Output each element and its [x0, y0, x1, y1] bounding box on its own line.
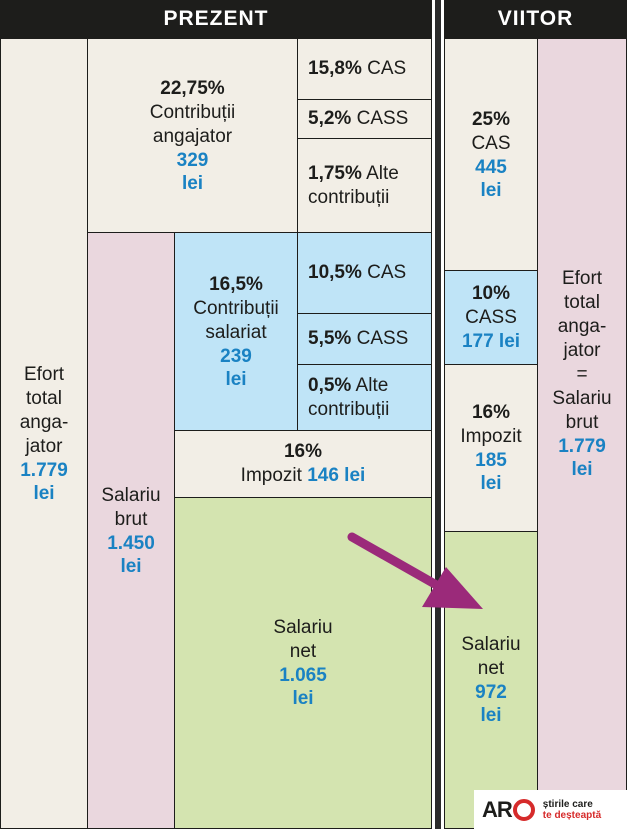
present-tax-value: 146 lei [307, 465, 366, 486]
future-cass-label: CASS [465, 307, 517, 328]
gross-salary-unit: lei [120, 555, 142, 577]
employee-other-percent: 0,5% [308, 374, 352, 396]
future-effort-line: = [576, 363, 588, 385]
header-present: PREZENT [0, 0, 432, 38]
gross-salary-label: brut [114, 508, 148, 530]
present-effort-value: 1.779 [20, 459, 68, 481]
present-net-salary: Salariu net 1.065 lei [174, 497, 432, 829]
employee-contrib-value: 239 [220, 345, 252, 367]
employer-contributions: 22,75% Contribuții angajator 329 lei [87, 38, 298, 233]
employee-cass-label: CASS [356, 328, 409, 349]
future-effort-line: jator [563, 339, 601, 361]
future-effort-line: Salariu [552, 387, 612, 409]
future-tax: 16% Impozit 185 lei [444, 364, 538, 532]
brand-tagline: știrile care [542, 798, 593, 810]
gross-salary: Salariu brut 1.450 lei [87, 232, 175, 829]
employee-other-label: Alte [355, 374, 389, 396]
present-effort-line: Efort [23, 363, 65, 385]
present-net-label: net [289, 641, 317, 662]
brand-logo: AR știrile care te deșteaptă [474, 790, 627, 829]
future-effort-line: Efort [561, 267, 603, 289]
future-net-label: Salariu [461, 634, 521, 655]
future-net-unit: lei [480, 705, 502, 726]
future-cas-percent: 25% [471, 108, 511, 130]
future-effort-line: brut [565, 411, 599, 433]
employer-cas-percent: 15,8% [308, 58, 362, 79]
employer-item-cas: 15,8% CAS [297, 38, 432, 100]
employee-contrib-unit: lei [225, 368, 247, 390]
present-tax-label: Impozit [240, 465, 302, 486]
future-tax-percent: 16% [471, 402, 511, 423]
employee-cass-percent: 5,5% [308, 328, 352, 349]
future-cass-percent: 10% [471, 283, 511, 304]
employee-contributions: 16,5% Contribuții salariat 239 lei [174, 232, 298, 431]
future-tax-unit: lei [480, 473, 502, 494]
future-cass-value: 177 lei [461, 331, 521, 352]
gross-salary-value: 1.450 [107, 532, 155, 554]
header-present-label: PREZENT [163, 7, 269, 30]
header-future-label: VIITOR [497, 7, 574, 30]
employer-contrib-label: angajator [152, 125, 233, 147]
employee-item-cas: 10,5% CAS [297, 232, 432, 314]
employer-other-label-2: contribuții [308, 186, 390, 208]
column-divider-line [435, 0, 441, 829]
employer-other-label: Alte [366, 162, 399, 184]
employer-other-percent: 1,75% [308, 162, 362, 184]
employee-cas-percent: 10,5% [308, 262, 362, 283]
brand-tagline: te deșteaptă [542, 809, 602, 821]
employee-contrib-label: Contribuții [193, 297, 279, 319]
present-net-label: Salariu [273, 617, 333, 638]
employer-item-cass: 5,2% CASS [297, 99, 432, 139]
future-net-label: net [477, 658, 505, 679]
future-cass: 10% CASS 177 lei [444, 270, 538, 365]
employer-item-other: 1,75% Alte contribuții [297, 138, 432, 233]
employer-cas-label: CAS [367, 58, 407, 79]
future-net-salary: Salariu net 972 lei [444, 531, 538, 829]
present-effort-line: total [26, 387, 62, 409]
present-tax: 16% Impozit 146 lei [174, 430, 432, 498]
employer-contrib-unit: lei [181, 172, 204, 194]
present-effort-line: anga- [19, 411, 69, 433]
future-effort-value: 1.779 [558, 435, 606, 457]
employer-contrib-value: 329 [176, 149, 209, 171]
gross-salary-label: Salariu [101, 484, 161, 506]
employer-cass-percent: 5,2% [308, 108, 352, 129]
present-effort-line: jator [25, 435, 63, 457]
future-cas-unit: lei [480, 179, 502, 201]
brand-logo-text: AR [482, 796, 513, 822]
employee-item-other: 0,5% Alte contribuții [297, 364, 432, 431]
present-net-unit: lei [292, 688, 314, 709]
future-cas-label: CAS [471, 132, 511, 154]
future-cas: 25% CAS 445 lei [444, 38, 538, 271]
present-tax-percent: 16% [283, 441, 323, 462]
present-effort-unit: lei [33, 482, 55, 504]
present-net-value: 1.065 [279, 665, 327, 686]
employee-item-cass: 5,5% CASS [297, 313, 432, 365]
target-q-icon [512, 798, 535, 821]
future-effort-unit: lei [571, 458, 593, 480]
employer-cass-label: CASS [356, 108, 409, 129]
future-tax-value: 185 [475, 450, 507, 471]
future-effort-line: anga- [557, 315, 607, 337]
future-total-effort: Efort total anga- jator = Salariu brut 1… [537, 38, 627, 829]
future-effort-line: total [564, 291, 600, 313]
future-tax-label: Impozit [460, 426, 522, 447]
header-future: VIITOR [444, 0, 627, 38]
employee-cas-label: CAS [367, 262, 407, 283]
future-cas-value: 445 [475, 156, 507, 178]
employee-contrib-percent: 16,5% [209, 273, 263, 295]
arrow-right-down-icon [347, 532, 483, 609]
employee-other-label-2: contribuții [308, 398, 390, 420]
employer-contrib-label: Contribuții [149, 101, 236, 123]
employer-contrib-percent: 22,75% [160, 77, 225, 99]
future-net-value: 972 [475, 682, 507, 703]
present-total-effort: Efort total anga- jator 1.779 lei [0, 38, 88, 829]
employee-contrib-label: salariat [205, 321, 267, 343]
